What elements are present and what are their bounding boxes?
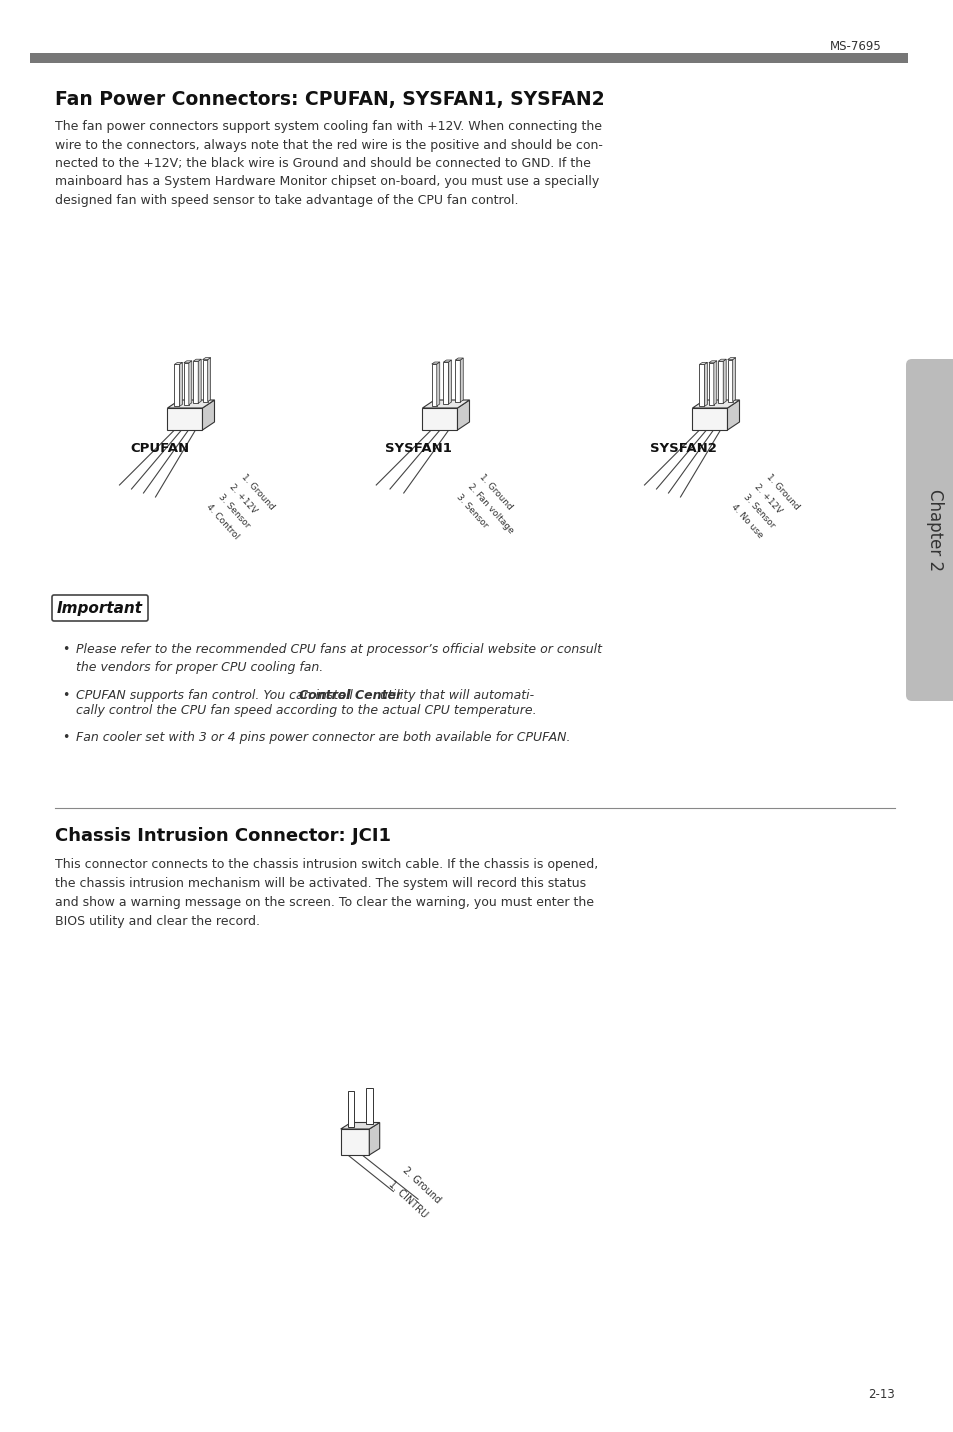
Text: The fan power connectors support system cooling fan with +12V. When connecting t: The fan power connectors support system … — [55, 120, 602, 208]
Polygon shape — [699, 362, 707, 364]
Polygon shape — [202, 359, 208, 401]
Polygon shape — [168, 400, 214, 408]
Text: cally control the CPU fan speed according to the actual CPU temperature.: cally control the CPU fan speed accordin… — [76, 705, 536, 717]
Polygon shape — [727, 359, 732, 401]
Polygon shape — [699, 364, 703, 407]
Polygon shape — [174, 364, 179, 407]
Text: CPUFAN supports fan control. You can install: CPUFAN supports fan control. You can ins… — [76, 689, 356, 702]
Text: MS-7695: MS-7695 — [829, 40, 882, 53]
Text: Chapter 2: Chapter 2 — [925, 488, 943, 571]
Polygon shape — [713, 361, 716, 405]
Polygon shape — [198, 359, 201, 404]
Text: •: • — [62, 689, 70, 702]
Polygon shape — [369, 1123, 379, 1156]
Text: utility that will automati-: utility that will automati- — [375, 689, 534, 702]
Text: Control Center: Control Center — [298, 689, 401, 702]
Text: Fan Power Connectors: CPUFAN, SYSFAN1, SYSFAN2: Fan Power Connectors: CPUFAN, SYSFAN1, S… — [55, 90, 604, 109]
Polygon shape — [455, 359, 459, 402]
Polygon shape — [184, 362, 189, 405]
Polygon shape — [202, 358, 211, 359]
Polygon shape — [708, 361, 716, 362]
Polygon shape — [718, 361, 722, 404]
Polygon shape — [422, 408, 457, 430]
Polygon shape — [347, 1091, 354, 1127]
Polygon shape — [732, 358, 735, 401]
Polygon shape — [727, 358, 735, 359]
Polygon shape — [340, 1123, 379, 1128]
Polygon shape — [443, 359, 451, 362]
Polygon shape — [436, 362, 439, 407]
Text: Chassis Intrusion Connector: JCI1: Chassis Intrusion Connector: JCI1 — [55, 828, 391, 845]
Polygon shape — [727, 400, 739, 430]
Text: 1. Ground
2. +12V
3. Sensor
4. Control: 1. Ground 2. +12V 3. Sensor 4. Control — [205, 473, 275, 541]
Polygon shape — [193, 359, 201, 361]
Text: SYSFAN1: SYSFAN1 — [385, 442, 452, 455]
Polygon shape — [718, 359, 725, 361]
Text: Please refer to the recommended CPU fans at processor’s official website or cons: Please refer to the recommended CPU fans… — [76, 643, 601, 674]
Polygon shape — [202, 400, 214, 430]
Polygon shape — [703, 362, 707, 407]
FancyBboxPatch shape — [905, 359, 953, 702]
Polygon shape — [189, 361, 192, 405]
Text: 2. Ground
1. CINTRU: 2. Ground 1. CINTRU — [387, 1166, 442, 1220]
Text: •: • — [62, 643, 70, 656]
Bar — [30, 53, 907, 63]
Polygon shape — [722, 359, 725, 404]
Polygon shape — [179, 362, 182, 407]
Polygon shape — [708, 362, 713, 405]
Polygon shape — [193, 361, 198, 404]
Polygon shape — [692, 400, 739, 408]
Polygon shape — [692, 408, 727, 430]
Text: This connector connects to the chassis intrusion switch cable. If the chassis is: This connector connects to the chassis i… — [55, 858, 598, 928]
Polygon shape — [422, 400, 469, 408]
Polygon shape — [432, 364, 436, 407]
Polygon shape — [366, 1088, 373, 1124]
Text: 1. Ground
2. Fan voltage
3. Sensor: 1. Ground 2. Fan voltage 3. Sensor — [455, 473, 527, 546]
Text: Fan cooler set with 3 or 4 pins power connector are both available for CPUFAN.: Fan cooler set with 3 or 4 pins power co… — [76, 730, 570, 745]
Polygon shape — [340, 1128, 369, 1156]
Polygon shape — [443, 362, 448, 404]
Text: SYSFAN2: SYSFAN2 — [649, 442, 716, 455]
Text: Important: Important — [57, 600, 143, 616]
Polygon shape — [455, 358, 463, 359]
Polygon shape — [168, 408, 202, 430]
Polygon shape — [448, 359, 451, 404]
Polygon shape — [184, 361, 192, 362]
Text: CPUFAN: CPUFAN — [130, 442, 189, 455]
FancyBboxPatch shape — [52, 596, 148, 621]
Polygon shape — [457, 400, 469, 430]
Polygon shape — [432, 362, 439, 364]
Text: 1. Ground
2. +12V
3. Sensor
4. No use: 1. Ground 2. +12V 3. Sensor 4. No use — [729, 473, 800, 541]
Polygon shape — [459, 358, 463, 402]
Text: 2-13: 2-13 — [867, 1388, 894, 1400]
Text: •: • — [62, 730, 70, 745]
Polygon shape — [174, 362, 182, 364]
Polygon shape — [208, 358, 211, 401]
